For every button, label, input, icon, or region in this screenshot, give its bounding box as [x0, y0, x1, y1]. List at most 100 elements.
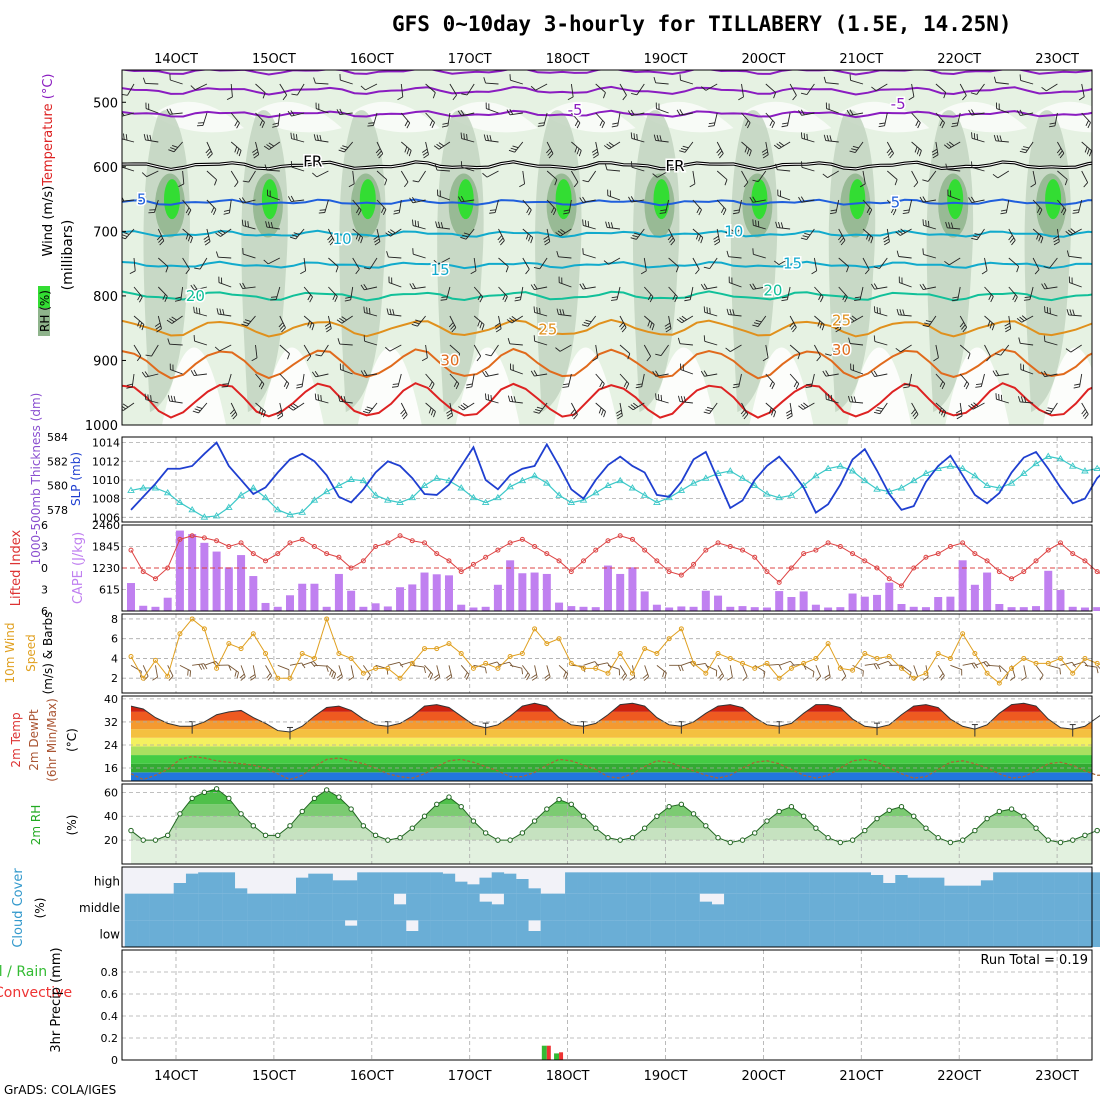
wind-barb: [578, 150, 582, 157]
wind-barb: [267, 675, 273, 681]
wind-barb: [1066, 309, 1070, 316]
thickness-point: [836, 462, 845, 469]
wind-barb: [655, 82, 669, 85]
rh2m-point: [825, 835, 831, 841]
cloud-cell: [821, 920, 835, 947]
wind-barb: [800, 196, 805, 203]
wind-barb: [886, 199, 897, 210]
wind-barb: [581, 324, 588, 327]
wind-barb: [126, 386, 133, 389]
lifted-index-point: [1082, 558, 1088, 564]
wind-barb: [364, 408, 371, 412]
cloud-cell: [210, 893, 223, 921]
wind-barb: [923, 199, 936, 203]
wind-barb: [364, 340, 378, 346]
lifted-index-point: [1094, 569, 1100, 575]
wind-barb: [446, 676, 453, 681]
wind-barb: [144, 371, 149, 377]
wind-barb: [890, 207, 895, 214]
wind-barb: [194, 312, 208, 317]
wind-speed-point: [617, 651, 623, 656]
wind-barb: [818, 294, 822, 301]
wind-barb: [612, 122, 619, 125]
wind-barb: [433, 674, 440, 679]
wind-barb: [522, 257, 530, 270]
cloud-cell: [393, 904, 407, 921]
cape-bar: [1007, 607, 1016, 611]
cloud-cell: [724, 920, 737, 947]
wind-speed-point: [507, 653, 513, 659]
wind-barb: [157, 228, 165, 241]
wind-barb: [656, 134, 659, 141]
wind-barb: [894, 179, 898, 186]
cloud-cell: [198, 893, 211, 921]
wind-barb: [412, 199, 426, 204]
wind-barb: [291, 138, 305, 143]
wind-barb: [820, 296, 824, 303]
wind-barb: [562, 309, 565, 316]
wind-barb: [198, 402, 208, 414]
wind-barb: [795, 383, 800, 390]
wind-barb: [296, 83, 305, 96]
wind-barb: [816, 676, 821, 681]
lifted-index-point: [715, 540, 721, 546]
wind-barb: [826, 134, 830, 142]
wind-barb: [533, 411, 540, 414]
wind-barb: [438, 257, 451, 265]
cloud-cell: [772, 893, 786, 921]
wind-barb: [222, 308, 225, 316]
wind-barb: [498, 228, 505, 241]
cloud-cell: [846, 920, 859, 947]
wind-barb: [704, 340, 718, 346]
wind-barb: [1053, 235, 1059, 240]
wind-barb: [603, 411, 606, 418]
cloud-cell: [234, 888, 248, 894]
cloud-cell: [638, 920, 651, 947]
wind-barb: [823, 134, 827, 141]
wind-barb: [889, 153, 894, 159]
wind-barb: [862, 670, 864, 677]
wind-speed-point: [177, 631, 183, 637]
wind-barb: [900, 228, 906, 233]
wind-barb: [479, 296, 484, 303]
wind-barb: [187, 669, 189, 676]
wind-barb: [752, 196, 757, 203]
wind-barb: [899, 309, 902, 316]
rh2m-point: [629, 835, 636, 841]
wind-barb: [679, 317, 685, 322]
cape-bar: [848, 593, 857, 611]
wind-barb: [505, 266, 509, 273]
wind-barb: [822, 370, 827, 377]
cloud-cell: [124, 893, 138, 921]
precip-frame: [121, 949, 1093, 1061]
thickness-point: [188, 505, 196, 513]
cloud-cell: [516, 879, 529, 894]
wind-barb: [484, 370, 489, 377]
wind-barb: [633, 402, 639, 408]
wind-barb: [336, 673, 342, 679]
wind-barb: [757, 315, 767, 327]
isotherm-label: 10: [333, 230, 352, 248]
isotherm-label: 15: [431, 261, 450, 279]
wind-barb: [594, 661, 600, 667]
wind-barb: [582, 219, 584, 226]
wind-barb: [441, 125, 448, 128]
wind-barb: [171, 315, 183, 324]
wind-barb: [952, 296, 959, 299]
lifted-index-point: [605, 538, 611, 544]
wind-barb: [866, 207, 871, 214]
wind-barb: [959, 402, 963, 416]
wind-axis-label-1: 10m Wind: [3, 623, 17, 684]
wind-barb: [962, 327, 967, 333]
wind-barb: [852, 145, 859, 149]
wind-barb: [185, 268, 190, 275]
cloud-cell: [320, 920, 333, 947]
wind-barb: [1045, 409, 1052, 412]
thickness-line: [130, 455, 1100, 518]
wind-barb: [714, 241, 720, 246]
rh-saturated-core: [457, 179, 474, 220]
wind-barb: [137, 320, 140, 327]
cloud-cell: [320, 893, 333, 921]
wind-barb: [465, 674, 470, 680]
